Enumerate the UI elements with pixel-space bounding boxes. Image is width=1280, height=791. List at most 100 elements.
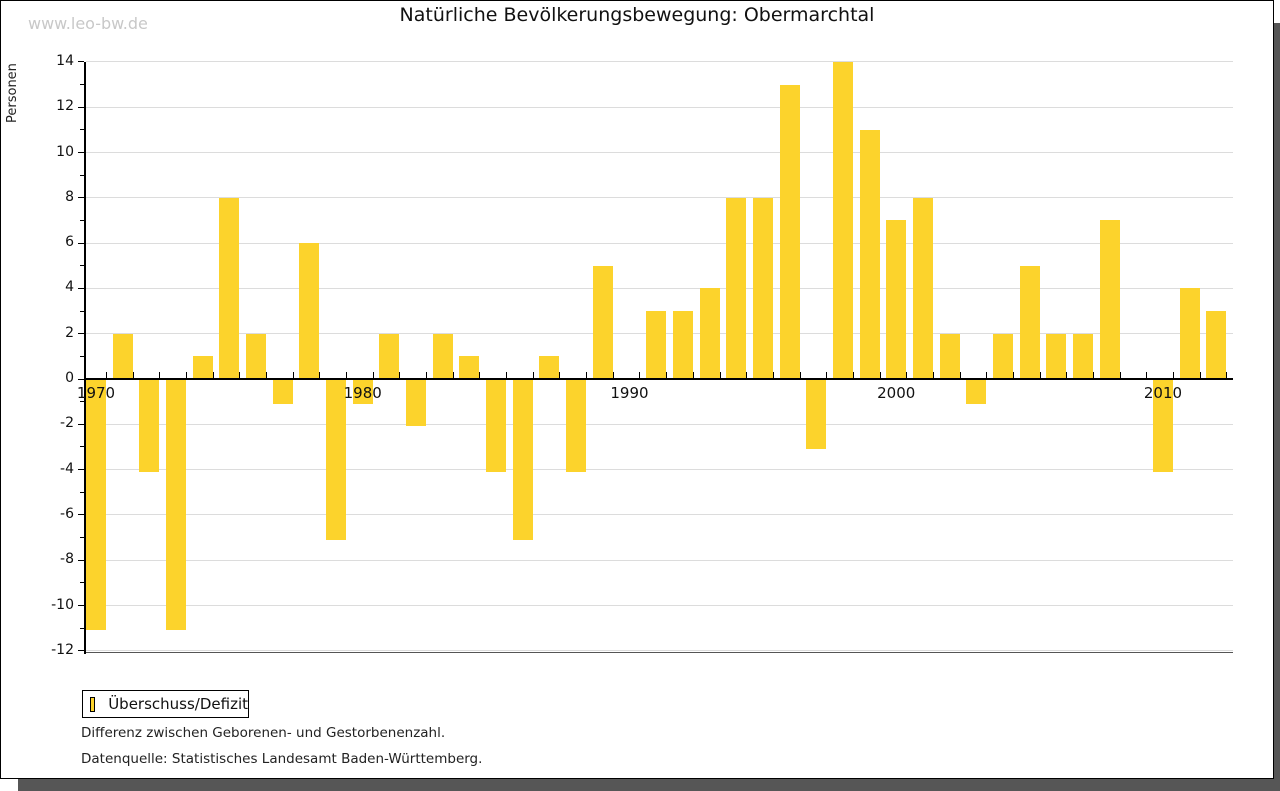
y-minor-tick [80, 355, 84, 357]
y-tick-label: -2 [60, 415, 74, 432]
y-tick-label: -12 [51, 641, 74, 658]
y-tick-label: 6 [65, 234, 74, 251]
x-tick [826, 372, 828, 378]
gridline--12 [86, 650, 1233, 652]
y-minor-tick [80, 401, 84, 403]
bar-1998 [832, 61, 853, 380]
y-tick-label: 2 [65, 324, 74, 341]
bar-2000 [886, 220, 907, 380]
y-tick-label: -4 [60, 460, 74, 477]
page-shadow-bottom [18, 779, 1280, 791]
y-tick [78, 287, 84, 289]
y-tick-label: -6 [60, 505, 74, 522]
y-tick [78, 197, 84, 199]
page-shadow-right [1274, 23, 1280, 791]
bar-2008 [1099, 220, 1120, 380]
x-tick [879, 372, 881, 378]
bar-1999 [859, 129, 880, 380]
bar-2011 [1179, 288, 1200, 380]
y-tick-label: 4 [65, 279, 74, 296]
y-tick [78, 242, 84, 244]
x-tick [506, 372, 508, 378]
bar-1986 [512, 380, 533, 540]
gridline--2 [86, 423, 1233, 425]
bar-1975 [219, 197, 240, 380]
x-tick [292, 372, 294, 378]
bar-2002 [939, 333, 960, 380]
bar-2003 [966, 380, 987, 404]
bar-1994 [726, 197, 747, 380]
y-tick [78, 514, 84, 516]
bar-1997 [806, 380, 827, 449]
gridline--8 [86, 559, 1233, 561]
bar-2004 [992, 333, 1013, 380]
x-tick [159, 372, 161, 378]
legend: Überschuss/Defizit [82, 690, 249, 718]
gridline--4 [86, 469, 1233, 471]
x-tick [772, 372, 774, 378]
x-tick [586, 372, 588, 378]
x-tick [1012, 372, 1014, 378]
y-minor-tick [80, 219, 84, 221]
bar-1992 [672, 311, 693, 380]
gridline--6 [86, 514, 1233, 516]
y-tick [78, 423, 84, 425]
y-minor-tick [80, 446, 84, 448]
y-tick [78, 605, 84, 606]
y-tick-label: -8 [60, 551, 74, 568]
y-tick-label: 12 [56, 98, 74, 115]
bar-1976 [246, 333, 267, 380]
x-tick [212, 372, 214, 378]
x-tick [719, 372, 721, 378]
gridline-4 [86, 287, 1233, 289]
y-axis-line [84, 62, 86, 654]
x-tick [666, 372, 668, 378]
x-tick [346, 372, 348, 378]
bar-2006 [1046, 333, 1067, 380]
x-tick [612, 372, 614, 378]
x-tick [559, 372, 561, 378]
plot-bottom-line [86, 652, 1233, 653]
x-tick [372, 372, 374, 378]
y-tick [78, 469, 84, 471]
x-tick [932, 372, 934, 378]
y-minor-tick [80, 537, 84, 539]
x-tick [852, 372, 854, 378]
y-tick-label: 8 [65, 188, 74, 205]
x-axis-zero-line [86, 378, 1233, 380]
x-tick [1226, 372, 1228, 378]
bar-1989 [592, 265, 613, 380]
y-minor-tick [80, 310, 84, 312]
y-tick-label: 14 [56, 52, 74, 69]
x-tick [186, 372, 188, 378]
x-tick [479, 372, 481, 378]
bar-1979 [326, 380, 347, 540]
bar-1978 [299, 243, 320, 380]
bar-1985 [486, 380, 507, 472]
footnote-definition: Differenz zwischen Geborenen- und Gestor… [81, 725, 446, 741]
y-tick [78, 333, 84, 335]
bar-1980 [352, 380, 373, 404]
bar-1971 [112, 333, 133, 380]
y-minor-tick [80, 627, 84, 629]
bar-1996 [779, 84, 800, 380]
x-tick [1146, 372, 1148, 378]
legend-label: Überschuss/Defizit [108, 695, 248, 713]
bar-1982 [406, 380, 427, 427]
x-tick [1039, 372, 1041, 378]
gridline--10 [86, 605, 1233, 606]
x-tick [746, 372, 748, 378]
bar-2001 [912, 197, 933, 380]
y-minor-tick [80, 174, 84, 176]
x-tick-label-1970: 1970 [76, 384, 116, 402]
bar-1991 [646, 311, 667, 380]
bar-2005 [1019, 265, 1040, 380]
y-minor-tick [80, 582, 84, 584]
bar-1995 [752, 197, 773, 380]
x-tick [1066, 372, 1068, 378]
x-tick [532, 372, 534, 378]
x-tick [106, 372, 107, 378]
y-minor-tick [80, 84, 84, 86]
x-tick [959, 372, 961, 378]
